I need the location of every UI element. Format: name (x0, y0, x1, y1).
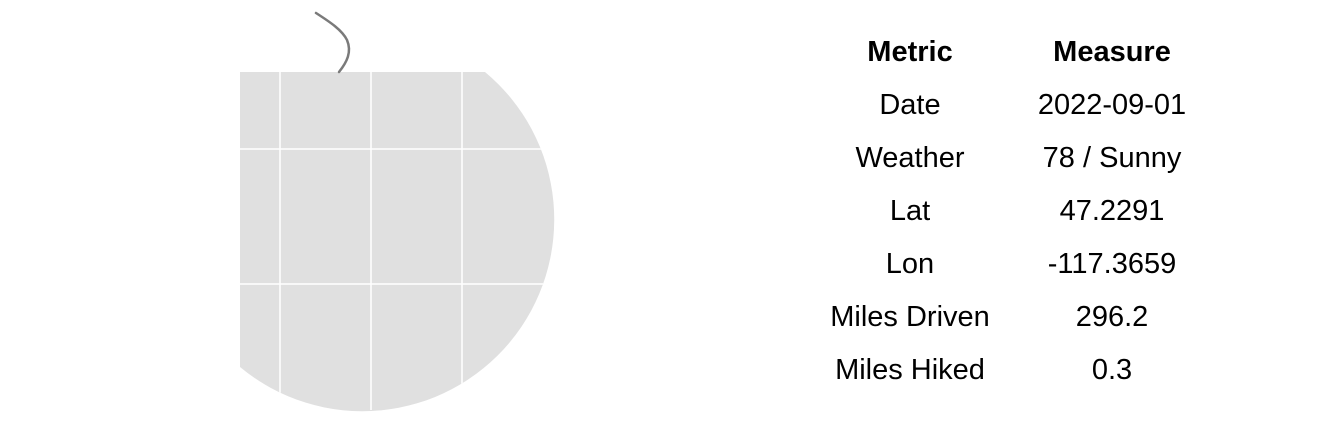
metric-cell: Lon (885, 248, 935, 280)
table-row: Weather 78 / Sunny (810, 132, 1214, 185)
metric-column-header: Metric (867, 36, 953, 68)
measure-cell: 296.2 (1075, 301, 1149, 333)
measure-cell: 78 / Sunny (1042, 142, 1182, 174)
table-row: Lat 47.2291 (810, 185, 1214, 238)
land-region (240, 72, 555, 412)
trip-stats-table: Metric Measure Date 2022-09-01 Weather 7… (810, 26, 1214, 397)
measure-column-header: Measure (1053, 36, 1171, 68)
metric-cell: Miles Hiked (835, 354, 985, 386)
route-track (314, 11, 351, 74)
table-row: Date 2022-09-01 (810, 79, 1214, 132)
metric-cell: Weather (855, 142, 965, 174)
metric-cell: Date (879, 89, 941, 121)
measure-cell: -117.3659 (1047, 248, 1177, 280)
metric-cell: Lat (889, 195, 931, 227)
measure-cell: 2022-09-01 (1037, 89, 1187, 121)
map-panel (240, 11, 555, 412)
map-canvas (240, 11, 555, 412)
table-row: Miles Hiked 0.3 (810, 344, 1214, 397)
table-row: Lon -117.3659 (810, 238, 1214, 291)
metric-cell: Miles Driven (830, 301, 990, 333)
measure-cell: 0.3 (1091, 354, 1133, 386)
measure-cell: 47.2291 (1059, 195, 1165, 227)
table-row: Miles Driven 296.2 (810, 291, 1214, 344)
table-header-row: Metric Measure (810, 26, 1214, 79)
map-grid (240, 72, 555, 410)
